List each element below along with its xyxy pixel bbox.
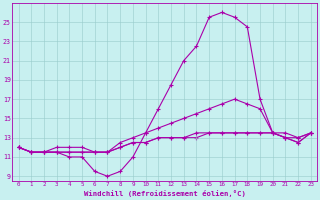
X-axis label: Windchill (Refroidissement éolien,°C): Windchill (Refroidissement éolien,°C) bbox=[84, 190, 246, 197]
